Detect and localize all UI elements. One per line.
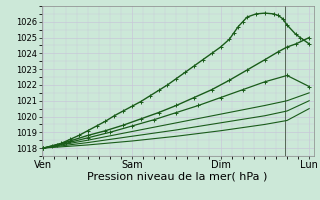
X-axis label: Pression niveau de la mer( hPa ): Pression niveau de la mer( hPa ) bbox=[87, 172, 268, 182]
